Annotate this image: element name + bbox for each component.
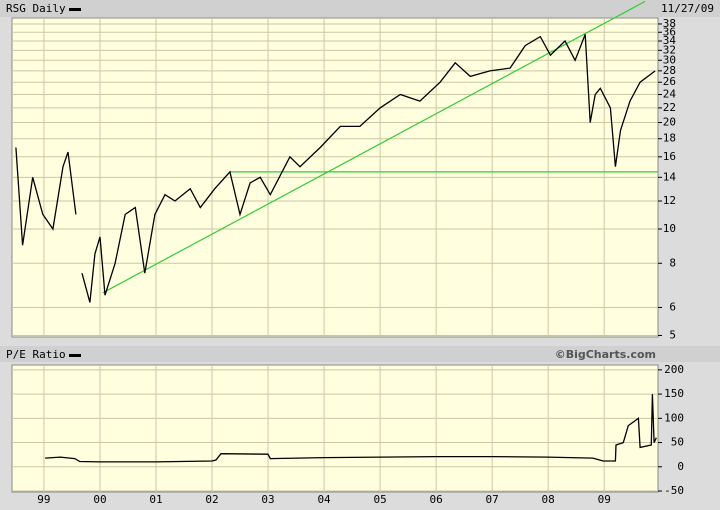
plot-area bbox=[11, 364, 659, 493]
x-tick-label: 00 bbox=[93, 493, 106, 506]
y-tick-label: 14 bbox=[663, 170, 677, 183]
y-tick-label: 34 bbox=[663, 34, 677, 47]
y-tick-label: 0 bbox=[677, 460, 684, 473]
legend-swatch bbox=[69, 8, 81, 11]
chart-date: 11/27/09 bbox=[661, 2, 714, 15]
x-tick-label: 09 bbox=[598, 493, 611, 506]
y-tick-label: 50 bbox=[671, 436, 684, 449]
x-tick-label: 99 bbox=[37, 493, 50, 506]
trend-line bbox=[102, 0, 646, 294]
y-tick-label: 200 bbox=[664, 363, 684, 376]
y-tick-label: 12 bbox=[663, 194, 676, 207]
y-tick-label: 22 bbox=[663, 101, 676, 114]
x-tick-label: 06 bbox=[430, 493, 443, 506]
y-tick-label: 24 bbox=[663, 88, 677, 101]
y-tick-label: 26 bbox=[663, 75, 676, 88]
x-tick-label: 07 bbox=[486, 493, 499, 506]
y-tick-label: 38 bbox=[663, 17, 676, 30]
y-tick-label: 20 bbox=[663, 116, 676, 129]
x-tick-label: 02 bbox=[205, 493, 218, 506]
y-tick-label: 16 bbox=[663, 150, 676, 163]
x-tick-label: 08 bbox=[542, 493, 555, 506]
x-tick-label: 03 bbox=[261, 493, 274, 506]
panel-title: P/E Ratio bbox=[6, 348, 66, 361]
y-tick-label: 150 bbox=[664, 387, 684, 400]
y-tick-label: 28 bbox=[663, 64, 676, 77]
price-line bbox=[45, 394, 657, 463]
y-tick-label: 10 bbox=[663, 222, 676, 235]
header-bar bbox=[0, 0, 720, 17]
panel-header bbox=[0, 346, 720, 362]
y-tick-label: 100 bbox=[664, 411, 684, 424]
series-title: RSG Daily bbox=[6, 2, 66, 15]
legend-swatch bbox=[69, 354, 81, 357]
y-tick-label: 32 bbox=[663, 43, 676, 56]
x-tick-label: 04 bbox=[317, 493, 331, 506]
y-tick-label: 36 bbox=[663, 25, 676, 38]
y-tick-label: 6 bbox=[669, 300, 676, 313]
x-tick-label: 05 bbox=[373, 493, 386, 506]
price-line bbox=[15, 34, 656, 303]
y-tick-label: -50 bbox=[664, 484, 684, 497]
y-tick-label: 8 bbox=[669, 256, 676, 269]
source: ©BigCharts.com bbox=[555, 348, 656, 361]
y-tick-label: 30 bbox=[663, 53, 676, 66]
y-tick-label: 18 bbox=[663, 132, 676, 145]
y-tick-label: 5 bbox=[669, 328, 676, 341]
x-tick-label: 01 bbox=[149, 493, 162, 506]
